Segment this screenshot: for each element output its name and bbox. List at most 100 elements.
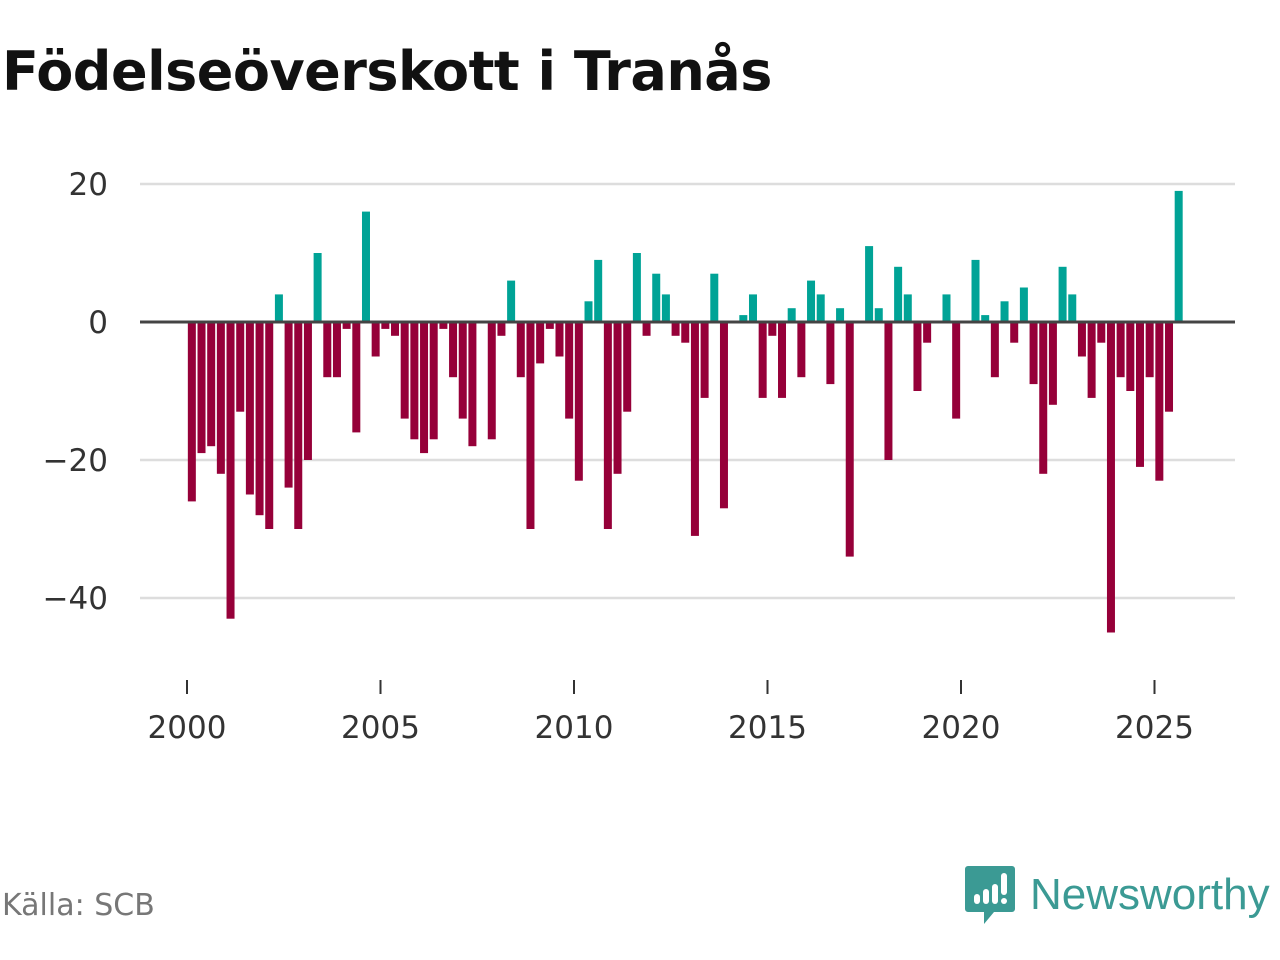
bar [681,322,690,343]
bar [642,322,651,336]
bar [778,322,787,398]
x-tick-label: 2000 [148,710,227,746]
bar [990,322,999,378]
y-tick-label: 20 [69,167,108,203]
y-tick-label: −20 [43,443,108,479]
bar [1029,322,1038,385]
bar [623,322,632,412]
bar [787,308,796,322]
bar [894,266,903,322]
bar [236,322,245,412]
bar [274,294,283,322]
bar [429,322,438,440]
bar [487,322,496,440]
newsworthy-logo-icon [965,866,1015,924]
bar [1116,322,1125,378]
bar [323,322,332,378]
bar [1097,322,1106,343]
bar [632,253,641,322]
bar [342,322,351,329]
bar [332,322,341,378]
bar [1077,322,1086,357]
bar [690,322,699,536]
bar [913,322,922,391]
bar [874,308,883,322]
newsworthy-logo: Newsworthy [964,864,1270,926]
bar [865,246,874,322]
bar [1000,301,1009,322]
bar [1048,322,1057,405]
bar [1087,322,1096,398]
bar [942,294,951,322]
bar [1145,322,1154,378]
bar [197,322,206,454]
bar [391,322,400,336]
bar [536,322,545,364]
bar [497,322,506,336]
bar [545,322,554,329]
brand-name: Newsworthy [1030,870,1270,919]
bar [719,322,728,509]
y-tick-label: −40 [43,581,108,617]
bar [981,315,990,322]
bar [826,322,835,385]
bar [284,322,293,488]
bar [613,322,622,474]
bar [371,322,380,357]
bar [468,322,477,447]
bar [555,322,564,357]
bar [739,315,748,322]
x-tick-label: 2020 [922,710,1001,746]
bar [294,322,303,529]
x-tick-label: 2025 [1115,710,1194,746]
bar [807,280,816,322]
bar [1126,322,1135,391]
chart-title: Födelseöverskott i Tranås [2,40,772,103]
y-tick-label: 0 [88,305,108,341]
bar [187,322,196,502]
bar [410,322,419,440]
x-tick-label: 2010 [535,710,614,746]
x-tick-label: 2005 [341,710,420,746]
bar [768,322,777,336]
bar [584,301,593,322]
bar [923,322,932,343]
bar [400,322,409,419]
bar [226,322,235,619]
bar [458,322,467,419]
bar [710,273,719,322]
gridlines [140,182,1235,600]
bar [574,322,583,481]
bar [700,322,709,398]
bar [1165,322,1174,412]
bar [845,322,854,557]
bar [313,253,322,322]
bar [361,211,370,322]
bar [352,322,361,433]
bar [1174,190,1183,322]
bar [603,322,612,529]
x-axis: 2000 2005 2010 2015 2020 2025 [148,680,1194,746]
source-label: Källa: SCB [2,888,155,923]
bar [255,322,264,516]
bar [971,259,980,322]
bar [748,294,757,322]
bar [381,322,390,329]
bar [1010,322,1019,343]
bar [1135,322,1144,467]
bar [1058,266,1067,322]
bar [526,322,535,529]
bar [652,273,661,322]
bar [1155,322,1164,481]
bar [516,322,525,378]
y-axis: 20 0 −20 −40 [43,167,108,617]
bar [216,322,225,474]
bar [816,294,825,322]
bar [565,322,574,419]
bar [952,322,961,419]
bar [1019,287,1028,322]
bar [671,322,680,336]
bar [507,280,516,322]
x-tick-label: 2015 [728,710,807,746]
